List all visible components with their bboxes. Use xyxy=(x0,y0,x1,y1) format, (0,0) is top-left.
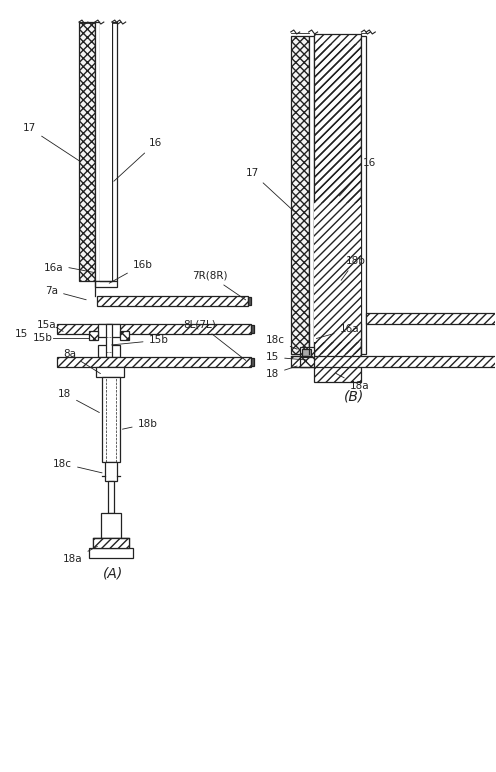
Bar xyxy=(108,482,114,513)
Bar xyxy=(89,548,132,558)
Text: 18b: 18b xyxy=(123,418,158,429)
Text: (B): (B) xyxy=(344,390,365,404)
Text: 7R(8R): 7R(8R) xyxy=(0,771,1,772)
Bar xyxy=(98,324,120,337)
Bar xyxy=(98,345,120,357)
Text: 7R(8R): 7R(8R) xyxy=(192,271,246,300)
Text: 8a: 8a xyxy=(63,349,101,374)
Bar xyxy=(93,538,128,548)
Text: 18a: 18a xyxy=(336,374,369,391)
Bar xyxy=(300,347,313,357)
Text: 15b: 15b xyxy=(112,335,169,345)
Bar xyxy=(97,296,248,306)
Text: 18c: 18c xyxy=(53,459,102,473)
Text: (A): (A) xyxy=(103,567,123,581)
Text: 15: 15 xyxy=(266,352,306,362)
Text: 15b: 15b xyxy=(33,334,53,344)
Bar xyxy=(95,280,117,286)
Text: 7a: 7a xyxy=(45,286,86,300)
Text: 15: 15 xyxy=(15,330,29,339)
Bar xyxy=(362,36,367,354)
Bar xyxy=(248,296,251,306)
Text: 16b: 16b xyxy=(109,259,153,283)
Bar xyxy=(57,324,251,334)
Bar xyxy=(57,357,251,367)
Bar xyxy=(100,22,112,280)
Text: 16: 16 xyxy=(114,138,162,181)
Text: 16a: 16a xyxy=(44,262,64,273)
Bar xyxy=(93,538,128,548)
Bar xyxy=(79,22,95,280)
Bar xyxy=(302,349,310,356)
Bar xyxy=(367,313,496,324)
Bar xyxy=(309,36,313,354)
Bar xyxy=(291,356,496,367)
Bar xyxy=(291,36,309,354)
Text: 15a: 15a xyxy=(37,320,57,330)
Bar xyxy=(112,22,117,280)
Text: 8L(7L): 8L(7L) xyxy=(0,771,1,772)
Bar xyxy=(120,331,128,340)
Text: 18c: 18c xyxy=(266,335,297,349)
Text: 18a: 18a xyxy=(63,547,97,564)
Bar xyxy=(89,331,98,340)
Text: 8L(7L): 8L(7L) xyxy=(184,320,246,361)
Text: 18: 18 xyxy=(266,366,297,379)
Bar xyxy=(313,34,362,382)
Text: 17: 17 xyxy=(246,168,294,211)
Text: 17: 17 xyxy=(23,124,81,161)
Bar xyxy=(106,324,112,357)
Bar xyxy=(300,357,313,367)
Text: 16a: 16a xyxy=(316,324,359,338)
Bar xyxy=(105,462,117,482)
Bar xyxy=(251,358,254,366)
Bar xyxy=(313,44,362,354)
Text: 16: 16 xyxy=(339,158,375,196)
Bar xyxy=(95,22,100,280)
Bar xyxy=(96,367,124,377)
Bar xyxy=(313,203,362,342)
Bar xyxy=(251,325,254,334)
Text: 18: 18 xyxy=(58,389,99,412)
Bar xyxy=(101,513,121,538)
Bar xyxy=(102,377,120,462)
Text: 18b: 18b xyxy=(341,256,366,280)
